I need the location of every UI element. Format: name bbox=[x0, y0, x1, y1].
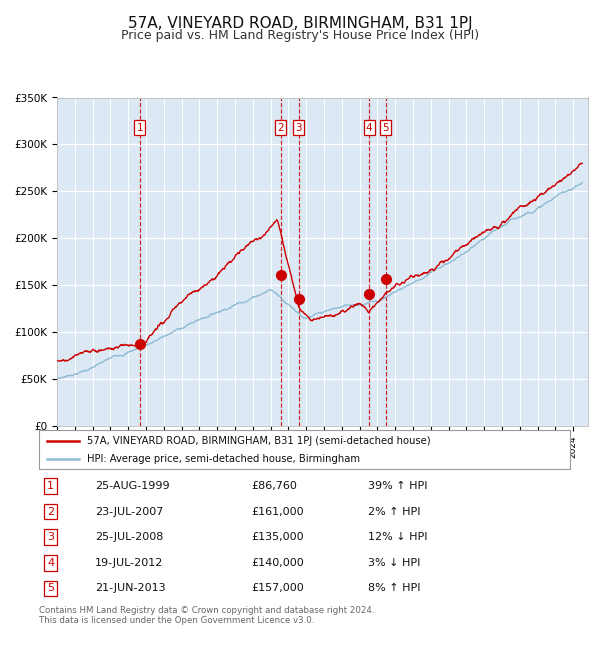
Text: 3: 3 bbox=[295, 122, 302, 133]
Text: £140,000: £140,000 bbox=[251, 558, 304, 568]
Text: 3: 3 bbox=[47, 532, 54, 542]
Text: 8% ↑ HPI: 8% ↑ HPI bbox=[368, 584, 421, 593]
Text: Price paid vs. HM Land Registry's House Price Index (HPI): Price paid vs. HM Land Registry's House … bbox=[121, 29, 479, 42]
Text: 19-JUL-2012: 19-JUL-2012 bbox=[95, 558, 163, 568]
Text: 5: 5 bbox=[47, 584, 54, 593]
Text: 39% ↑ HPI: 39% ↑ HPI bbox=[368, 481, 428, 491]
Text: 25-JUL-2008: 25-JUL-2008 bbox=[95, 532, 163, 542]
Text: 2: 2 bbox=[47, 506, 54, 517]
Text: 57A, VINEYARD ROAD, BIRMINGHAM, B31 1PJ (semi-detached house): 57A, VINEYARD ROAD, BIRMINGHAM, B31 1PJ … bbox=[87, 436, 430, 446]
Text: £135,000: £135,000 bbox=[251, 532, 304, 542]
Text: 4: 4 bbox=[47, 558, 54, 568]
Text: 25-AUG-1999: 25-AUG-1999 bbox=[95, 481, 169, 491]
Text: 1: 1 bbox=[47, 481, 54, 491]
Text: 5: 5 bbox=[382, 122, 389, 133]
Text: 12% ↓ HPI: 12% ↓ HPI bbox=[368, 532, 428, 542]
Text: Contains HM Land Registry data © Crown copyright and database right 2024.
This d: Contains HM Land Registry data © Crown c… bbox=[39, 606, 374, 625]
Text: 3% ↓ HPI: 3% ↓ HPI bbox=[368, 558, 421, 568]
Text: 21-JUN-2013: 21-JUN-2013 bbox=[95, 584, 166, 593]
Text: 1: 1 bbox=[136, 122, 143, 133]
Text: 4: 4 bbox=[366, 122, 373, 133]
Text: 2% ↑ HPI: 2% ↑ HPI bbox=[368, 506, 421, 517]
Text: 2: 2 bbox=[277, 122, 284, 133]
Text: 57A, VINEYARD ROAD, BIRMINGHAM, B31 1PJ: 57A, VINEYARD ROAD, BIRMINGHAM, B31 1PJ bbox=[128, 16, 472, 31]
Text: £157,000: £157,000 bbox=[251, 584, 304, 593]
Text: £86,760: £86,760 bbox=[251, 481, 297, 491]
Text: 23-JUL-2007: 23-JUL-2007 bbox=[95, 506, 163, 517]
Text: £161,000: £161,000 bbox=[251, 506, 304, 517]
Text: HPI: Average price, semi-detached house, Birmingham: HPI: Average price, semi-detached house,… bbox=[87, 454, 360, 463]
